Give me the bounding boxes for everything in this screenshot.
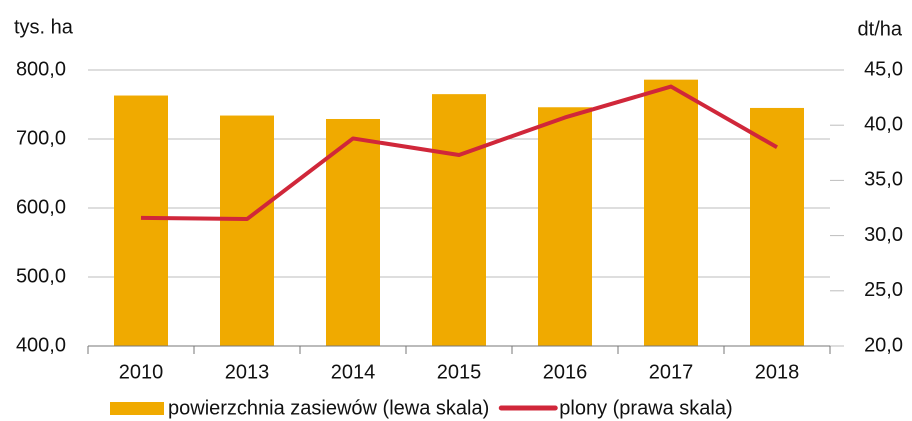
y2-tick-label: 35,0 [864,169,903,191]
y-axis-label: tys. ha [14,16,74,38]
bar [326,118,380,347]
y-tick-label: 700,0 [16,127,66,149]
bar [750,107,804,346]
bar [432,94,486,347]
y-tick-label: 400,0 [16,334,66,356]
bar [538,107,592,346]
x-tick-label: 2016 [543,361,588,383]
bar [644,79,698,346]
y2-tick-label: 30,0 [864,224,903,246]
y2-axis-label: dt/ha [858,18,903,40]
line [140,84,778,222]
bar [220,115,274,346]
x-tick-label: 2017 [649,361,694,383]
x-tick-label: 2015 [437,361,482,383]
legend-label: powierzchnia zasiewów (lewa skala) [168,397,489,419]
bar [114,95,168,346]
y2-tick-label: 20,0 [864,334,903,356]
legend-swatch [110,402,164,415]
legend-label: plony (prawa skala) [559,397,732,419]
y-tick-label: 600,0 [16,196,66,218]
y2-tick-label: 25,0 [864,279,903,301]
y-tick-label: 800,0 [16,58,66,80]
y2-tick-label: 40,0 [864,113,903,135]
y-tick-label: 500,0 [16,265,66,287]
x-tick-label: 2014 [331,361,376,383]
x-tick-label: 2018 [755,361,800,383]
x-tick-label: 2010 [119,361,164,383]
x-tick-label: 2013 [225,361,270,383]
y2-tick-label: 45,0 [864,58,903,80]
